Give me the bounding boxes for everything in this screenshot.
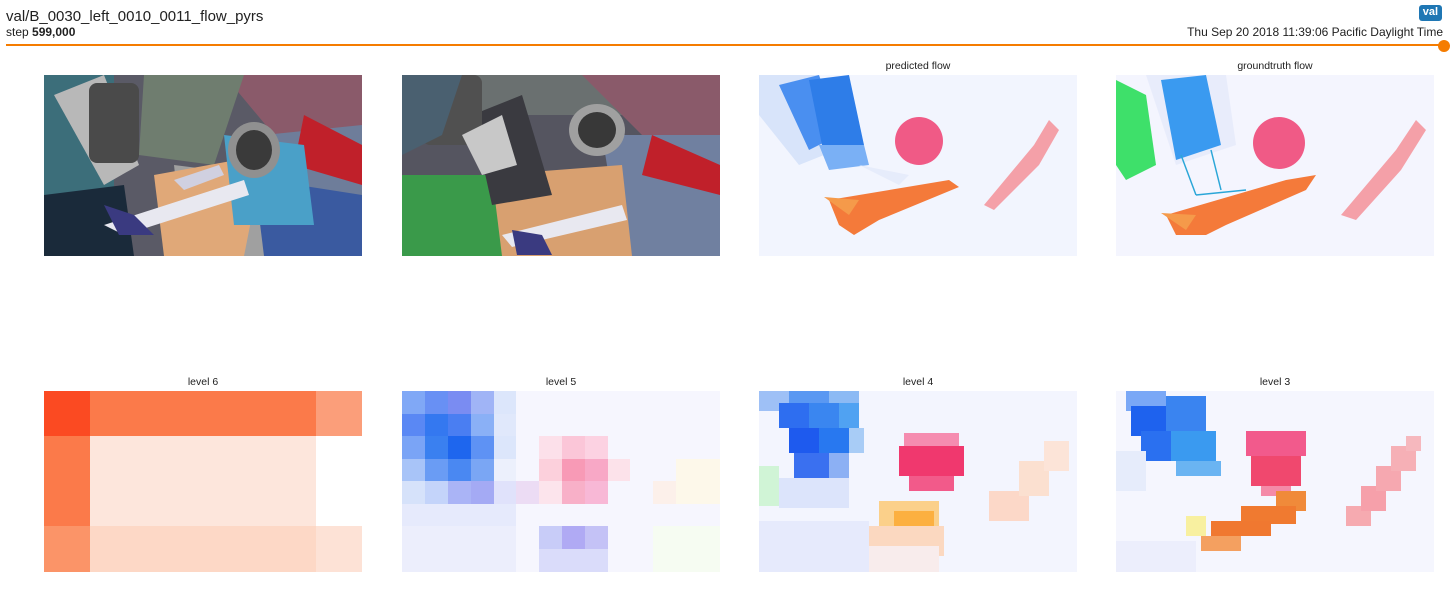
image-caption: level 3 xyxy=(1259,376,1291,388)
image-panel-groundtruth-flow xyxy=(1116,75,1434,256)
run-badge: val xyxy=(1418,5,1442,21)
step-slider-track[interactable] xyxy=(6,44,1444,46)
image-caption: predicted flow xyxy=(885,60,951,72)
step-value: 599,000 xyxy=(32,25,76,39)
run-title: val/B_0030_left_0010_0011_flow_pyrs xyxy=(6,8,264,25)
rendered-scene-image xyxy=(44,75,362,256)
predicted-flow-image xyxy=(759,75,1077,256)
image-panel-level-5 xyxy=(402,391,720,572)
image-panel-frame1 xyxy=(44,75,362,256)
timestamp: Thu Sep 20 2018 11:39:06 Pacific Dayligh… xyxy=(1187,25,1443,39)
image-panel-level-6 xyxy=(44,391,362,572)
level-3-flow-image xyxy=(1116,391,1434,572)
image-caption: level 5 xyxy=(545,376,577,388)
level-6-flow-image xyxy=(44,391,362,572)
step-indicator: step 599,000 xyxy=(6,25,75,39)
image-caption: level 4 xyxy=(902,376,934,388)
step-slider-thumb[interactable] xyxy=(1438,40,1450,52)
level-5-flow-image xyxy=(402,391,720,572)
image-panel-level-3 xyxy=(1116,391,1434,572)
rendered-scene-image xyxy=(402,75,720,256)
image-panel-predicted-flow xyxy=(759,75,1077,256)
level-4-flow-image xyxy=(759,391,1077,572)
step-label: step xyxy=(6,25,29,39)
image-panel-level-4 xyxy=(759,391,1077,572)
image-caption: level 6 xyxy=(187,376,219,388)
image-caption: groundtruth flow xyxy=(1237,60,1313,72)
groundtruth-flow-image xyxy=(1116,75,1434,256)
image-panel-frame2 xyxy=(402,75,720,256)
